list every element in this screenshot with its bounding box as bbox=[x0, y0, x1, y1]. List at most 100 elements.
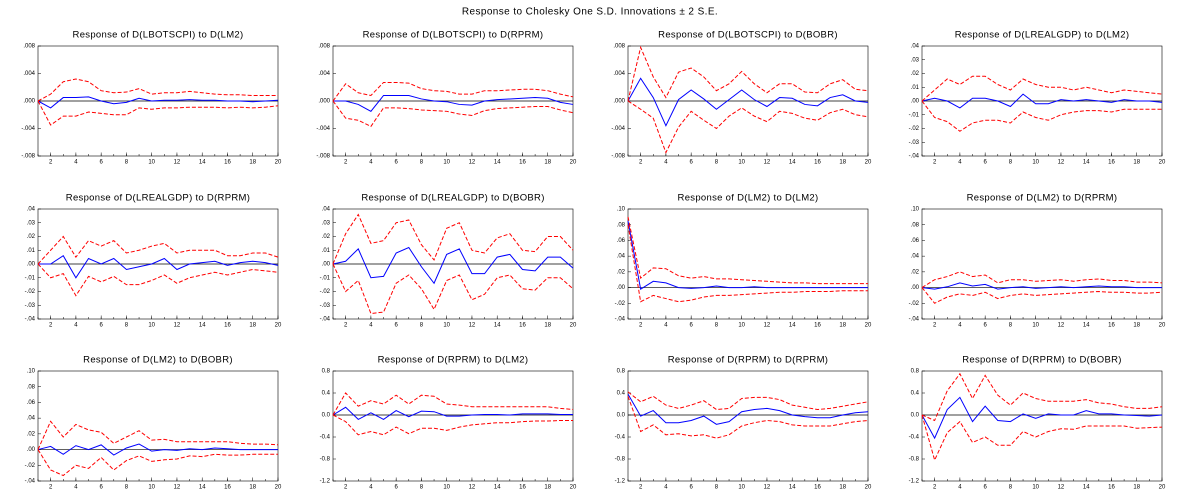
y-tick-label: .008 bbox=[613, 44, 625, 50]
panel: Response of D(LREALGDP) to D(LM2) .04 .03.… bbox=[909, 30, 1166, 166]
y-tick-label: -.03 bbox=[909, 140, 920, 146]
x-tick-label: 8 bbox=[715, 323, 719, 329]
band-line bbox=[332, 213, 574, 265]
x-tick-label: 18 bbox=[839, 485, 846, 491]
panel-title: Response of D(LM2) to D(BOBR) bbox=[83, 355, 233, 366]
y-tick-label: .00 bbox=[27, 262, 36, 268]
y-tick-label: .00 bbox=[27, 447, 36, 453]
y-tick-label: .03 bbox=[322, 220, 331, 226]
y-tick-label: .06 bbox=[911, 238, 920, 244]
x-tick-label: 12 bbox=[469, 160, 476, 166]
x-tick-label: 6 bbox=[99, 160, 103, 166]
y-tick-label: .008 bbox=[318, 44, 330, 50]
band-line bbox=[921, 287, 1163, 304]
panel-title: Response of D(LBOTSCPI) to D(RPRM) bbox=[363, 30, 544, 41]
x-tick-label: 12 bbox=[764, 323, 771, 329]
band-line bbox=[332, 392, 574, 416]
y-tick-label: .02 bbox=[617, 269, 626, 275]
y-tick-label: -.004 bbox=[21, 126, 35, 132]
x-tick-label: 18 bbox=[1133, 160, 1140, 166]
y-tick-label: .004 bbox=[23, 71, 35, 77]
plot-frame bbox=[332, 370, 574, 482]
plot-frame bbox=[627, 370, 869, 482]
x-tick-label: 16 bbox=[814, 160, 821, 166]
x-tick-label: 10 bbox=[1032, 160, 1039, 166]
y-tick-label: -.04 bbox=[615, 317, 626, 323]
y-tick-label: -.008 bbox=[611, 154, 625, 160]
panel: Response of D(RPRM) to D(BOBR) 0.8 0.4 0.0 -… bbox=[909, 355, 1166, 491]
y-tick-label: .10 bbox=[27, 369, 36, 375]
y-tick-label: -.02 bbox=[615, 301, 626, 307]
y-tick-label: -.004 bbox=[611, 126, 625, 132]
y-tick-label: .01 bbox=[27, 248, 36, 254]
y-tick-label: .008 bbox=[23, 44, 35, 50]
x-tick-label: 18 bbox=[544, 485, 551, 491]
x-tick-label: 18 bbox=[249, 485, 256, 491]
x-tick-label: 4 bbox=[369, 323, 373, 329]
x-tick-label: 8 bbox=[715, 485, 719, 491]
y-tick-label: -.03 bbox=[25, 303, 36, 309]
response-line bbox=[332, 246, 574, 285]
y-tick-label: .04 bbox=[911, 254, 920, 260]
y-tick-label: -1.2 bbox=[320, 479, 331, 485]
band-line bbox=[921, 372, 1163, 422]
y-tick-label: .03 bbox=[27, 220, 36, 226]
x-tick-label: 4 bbox=[74, 485, 78, 491]
x-tick-label: 16 bbox=[519, 323, 526, 329]
x-tick-label: 14 bbox=[199, 485, 206, 491]
x-tick-label: 10 bbox=[148, 485, 155, 491]
x-tick-label: 4 bbox=[74, 160, 78, 166]
band-line bbox=[627, 216, 868, 285]
x-tick-label: 12 bbox=[764, 160, 771, 166]
plot-frame bbox=[921, 208, 1163, 320]
panel-title: Response of D(LM2) to D(RPRM) bbox=[967, 193, 1118, 204]
y-tick-label: .02 bbox=[27, 431, 36, 437]
band-line bbox=[627, 45, 869, 102]
y-tick-label: 0.8 bbox=[322, 369, 331, 375]
x-tick-label: 14 bbox=[789, 160, 796, 166]
y-tick-label: .02 bbox=[911, 71, 920, 77]
x-tick-label: 10 bbox=[738, 160, 745, 166]
y-tick-label: -.02 bbox=[320, 289, 331, 295]
x-tick-label: 20 bbox=[865, 485, 872, 491]
y-tick-label: 0.0 bbox=[911, 413, 920, 419]
y-tick-label: -1.2 bbox=[909, 479, 920, 485]
x-tick-label: 8 bbox=[1009, 323, 1013, 329]
x-tick-label: 16 bbox=[1108, 485, 1115, 491]
y-tick-label: -1.2 bbox=[615, 479, 626, 485]
panel: Response of D(RPRM) to D(RPRM) 0.8 0.4 0.0 -… bbox=[615, 355, 872, 491]
response-line bbox=[921, 396, 1163, 440]
x-tick-label: 12 bbox=[1058, 323, 1065, 329]
band-line bbox=[332, 414, 573, 436]
figure-title: Response to Cholesky One S.D. Innovation… bbox=[462, 7, 718, 18]
x-tick-label: 4 bbox=[664, 160, 668, 166]
y-tick-label: .01 bbox=[322, 248, 331, 254]
y-tick-label: .02 bbox=[322, 234, 331, 240]
x-tick-label: 8 bbox=[1009, 160, 1013, 166]
response-line bbox=[627, 77, 869, 127]
x-tick-label: 18 bbox=[249, 160, 256, 166]
y-tick-label: .04 bbox=[617, 254, 626, 260]
x-tick-label: 6 bbox=[394, 485, 398, 491]
y-tick-label: .00 bbox=[911, 99, 920, 105]
y-tick-label: -.02 bbox=[25, 463, 36, 469]
x-tick-label: 14 bbox=[494, 323, 501, 329]
x-tick-label: 6 bbox=[99, 323, 103, 329]
x-tick-label: 8 bbox=[420, 485, 424, 491]
band-line bbox=[921, 100, 1162, 132]
y-tick-label: .000 bbox=[318, 99, 330, 105]
response-line bbox=[921, 282, 1162, 290]
x-tick-label: 14 bbox=[1083, 485, 1090, 491]
y-tick-label: .04 bbox=[911, 44, 920, 50]
x-tick-label: 18 bbox=[544, 160, 551, 166]
x-tick-label: 12 bbox=[469, 485, 476, 491]
x-tick-label: 4 bbox=[958, 485, 962, 491]
y-tick-label: .004 bbox=[318, 71, 330, 77]
band-line bbox=[921, 75, 1163, 102]
x-tick-label: 2 bbox=[639, 323, 643, 329]
x-tick-label: 2 bbox=[49, 323, 53, 329]
y-tick-label: -.02 bbox=[25, 289, 36, 295]
x-tick-label: 14 bbox=[199, 323, 206, 329]
x-tick-label: 10 bbox=[1032, 485, 1039, 491]
